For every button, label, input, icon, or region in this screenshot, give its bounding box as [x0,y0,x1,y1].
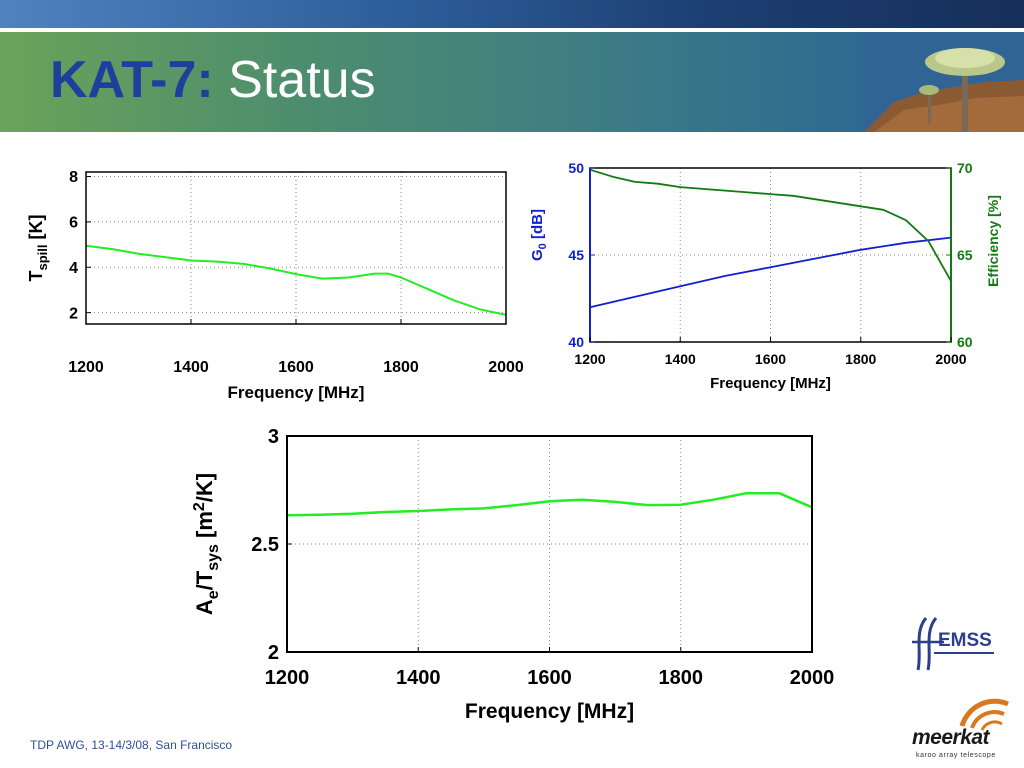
y-axis-label: Ae/Tsys [m2/K] [191,473,222,615]
y-tick-label: 4 [69,260,78,277]
y2-tick-label: 65 [957,247,973,263]
x-tick-label: 2000 [488,359,524,376]
x-tick-label: 1200 [68,359,104,376]
chart-1 [85,171,507,325]
y2-tick-label: 70 [957,160,973,176]
y-axis-label-tail: [K] [26,214,46,244]
slide-title-rest: Status [228,51,376,109]
y-axis-label-main: T [26,271,46,282]
x-tick-label: 1400 [665,351,696,367]
x-tick-label: 1800 [845,351,876,367]
chart-3 [286,435,813,653]
y-axis-label-t-sub: sys [205,544,222,571]
top-banner [0,0,1024,28]
x-tick-label: 2000 [935,351,966,367]
y-axis-label-slash: /T [192,570,217,590]
x-tick-label: 1600 [527,667,572,689]
y-axis-label-tail: /K] [192,473,217,502]
series-line-2 [589,168,952,282]
y-tick-label: 2 [69,305,78,322]
x-tick-label: 1600 [278,359,314,376]
series-line-1 [589,236,952,309]
series-line-1 [85,244,507,316]
y-axis-label-unit: [m [192,511,217,544]
x-tick-label: 1600 [755,351,786,367]
y-axis-label-a: A [192,599,217,615]
emss-logo-text: EMSS [938,630,992,651]
y-axis-label-tail: [dB] [529,209,546,243]
y-tick-label: 40 [568,334,584,350]
meerkat-logo: meerkat karoo array telescope [912,696,1016,762]
x-tick-label: 1200 [574,351,605,367]
y-tick-label: 50 [568,160,584,176]
chart-2 [589,167,952,343]
y-axis-label: Tspill [K] [26,214,50,281]
y-axis-label-sup: 2 [191,502,208,511]
y-tick-label: 2.5 [251,534,279,556]
y-axis-label-main: G [529,249,546,261]
y2-axis-label: Efficiency [%] [985,195,1001,287]
emss-logo: EMSS [904,612,1000,672]
y-axis-label-sub: 0 [537,243,549,249]
x-tick-label: 1400 [396,667,441,689]
x-tick-label: 1200 [265,667,310,689]
x-axis-label: Frequency [MHz] [465,700,634,723]
y-tick-label: 8 [69,169,78,186]
x-axis-label: Frequency [MHz] [710,375,831,392]
slide-title: KAT-7: Status [50,50,376,110]
y-tick-label: 2 [268,642,279,664]
x-tick-label: 1400 [173,359,209,376]
x-tick-label: 1800 [659,667,704,689]
quiver-tree-image [864,32,1024,132]
meerkat-logo-text: meerkat [912,726,990,749]
header-separator [0,28,1024,32]
y-tick-label: 3 [268,426,279,448]
y-tick-label: 45 [568,247,584,263]
meerkat-tagline: karoo array telescope [916,752,996,759]
y-axis-label-sub: spill [35,244,50,270]
y2-tick-label: 60 [957,334,973,350]
slide-title-bold: KAT-7: [50,51,214,109]
footer-text: TDP AWG, 13-14/3/08, San Francisco [30,738,233,752]
x-axis-label: Frequency [MHz] [228,383,365,402]
y-tick-label: 6 [69,215,78,232]
title-banner [0,32,1024,132]
x-tick-label: 1800 [383,359,419,376]
y-axis-label: G0 [dB] [529,209,549,261]
x-tick-label: 2000 [790,667,835,689]
y-axis-label-a-sub: e [205,590,222,599]
series-line-1 [286,491,813,517]
